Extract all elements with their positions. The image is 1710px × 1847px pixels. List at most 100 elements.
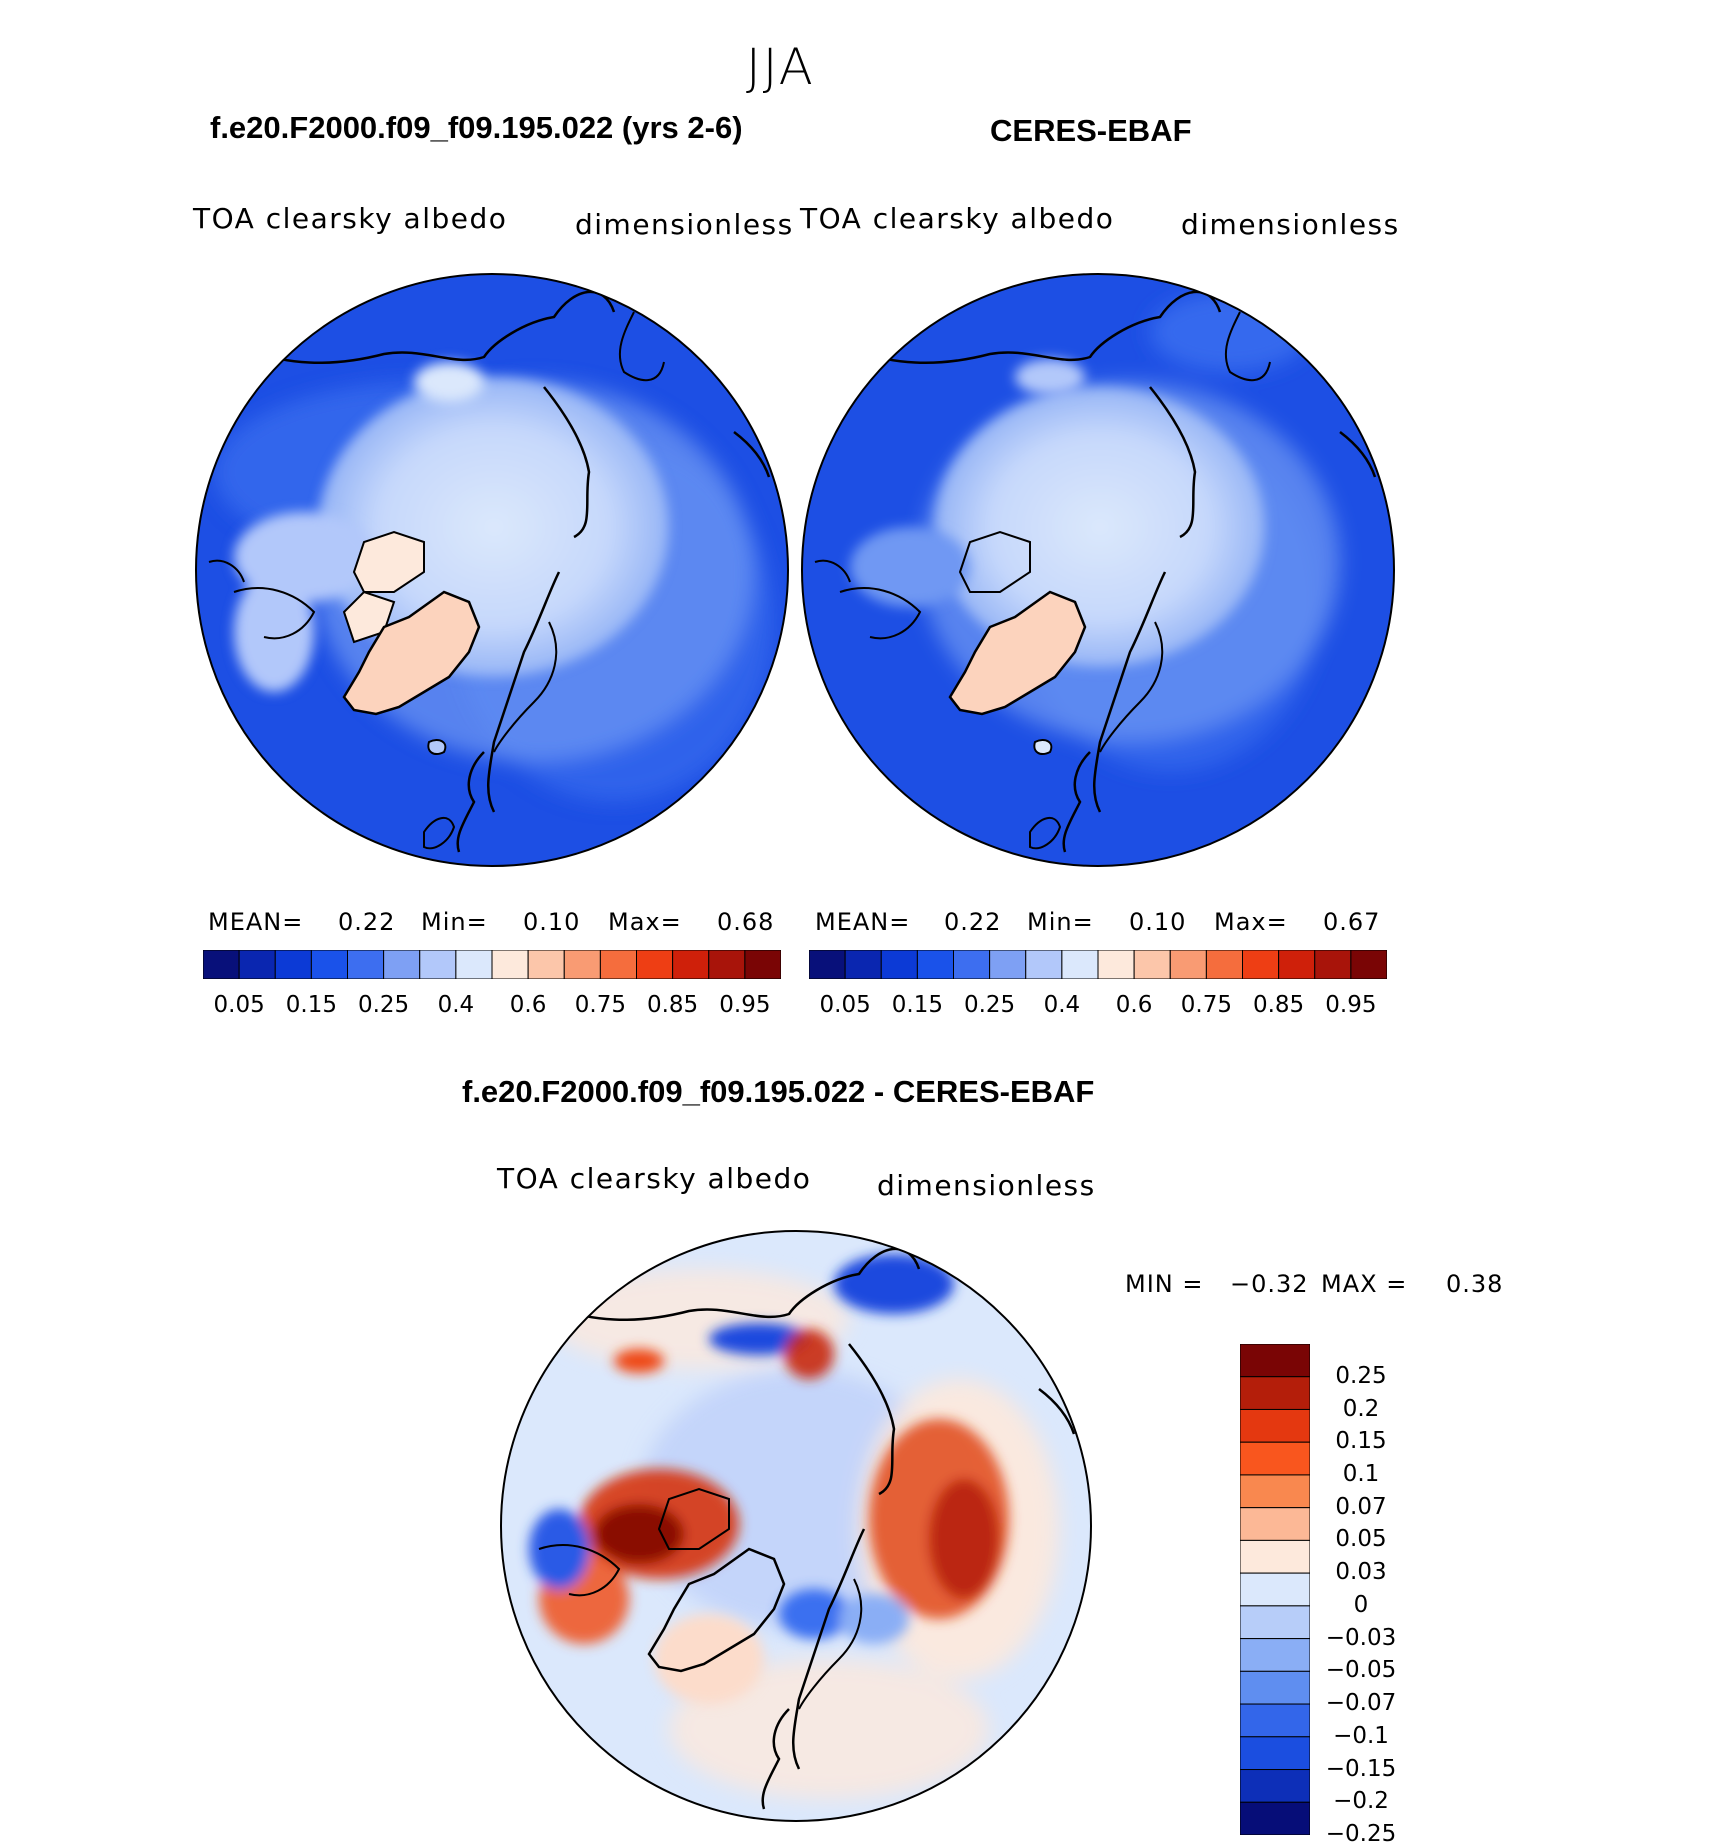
model-colorbar-swatch — [419, 949, 457, 980]
obs-colorbar-tick-label: 0.15 — [891, 992, 943, 1018]
diff-variable-label: TOA clearsky albedo — [497, 1162, 812, 1195]
diff-colorbar-label: −0.15 — [1325, 1755, 1397, 1782]
obs-colorbar-tick-label: 0.85 — [1252, 992, 1305, 1018]
diff-colorbar-swatch — [1239, 1605, 1311, 1640]
diff-colorbar-swatch — [1239, 1769, 1311, 1803]
obs-colorbar-swatch — [844, 949, 882, 980]
diff-colorbar-swatch — [1239, 1539, 1311, 1574]
diff-max-label: MAX = — [1321, 1270, 1408, 1298]
diff-colorbar-label: −0.07 — [1325, 1690, 1397, 1717]
obs-colorbar — [808, 949, 1388, 980]
diff-colorbar-label: 0.25 — [1335, 1362, 1387, 1389]
diff-colorbar-label: −0.03 — [1325, 1624, 1397, 1651]
obs-colorbar-swatch — [1242, 949, 1280, 980]
diff-panel-title: f.e20.F2000.f09_f09.195.022 - CERES-EBAF — [462, 1074, 1095, 1109]
diff-colorbar-label: −0.2 — [1333, 1788, 1389, 1815]
model-min-label: Min= — [421, 908, 488, 936]
obs-colorbar-tick-label: 0.4 — [1043, 992, 1081, 1018]
obs-mean-label: MEAN= — [815, 908, 911, 936]
diff-colorbar-swatch — [1239, 1507, 1311, 1541]
obs-colorbar-swatch — [1061, 949, 1099, 980]
diff-polar-map — [500, 1230, 1092, 1822]
model-colorbar-swatch — [599, 949, 638, 980]
diff-colorbar-label: −0.25 — [1325, 1821, 1397, 1847]
model-colorbar-swatch — [202, 949, 240, 980]
model-colorbar-swatch — [563, 949, 601, 980]
diff-colorbar-swatch — [1239, 1638, 1311, 1672]
model-max-value: 0.68 — [717, 908, 775, 936]
obs-colorbar-swatch — [1133, 949, 1171, 980]
model-land-outline — [208, 290, 771, 853]
model-panel-title: f.e20.F2000.f09_f09.195.022 (yrs 2-6) — [210, 110, 743, 145]
diff-min-value: −0.32 — [1230, 1270, 1309, 1298]
obs-colorbar-ticks: 0.05 0.15 0.25 0.4 0.6 0.75 0.85 0.95 — [809, 992, 1387, 1022]
obs-units-label: dimensionless — [1181, 208, 1400, 241]
obs-max-value: 0.67 — [1323, 908, 1381, 936]
obs-polar-map — [801, 273, 1395, 867]
model-colorbar-swatch — [491, 949, 529, 980]
model-colorbar-tick-label: 0.05 — [213, 992, 265, 1018]
obs-colorbar-swatch — [1169, 949, 1207, 980]
model-colorbar-swatch — [238, 949, 276, 980]
diff-colorbar-swatch — [1239, 1408, 1311, 1443]
diff-colorbar — [1239, 1343, 1311, 1836]
model-colorbar-tick-label: 0.95 — [719, 992, 771, 1018]
obs-max-label: Max= — [1214, 908, 1288, 936]
obs-colorbar-tick-label: 0.25 — [963, 992, 1016, 1018]
diff-colorbar-swatch — [1239, 1670, 1311, 1705]
obs-colorbar-swatch — [808, 949, 846, 980]
obs-colorbar-tick-label: 0.75 — [1180, 992, 1232, 1018]
diff-land-outline — [538, 1247, 1076, 1810]
diff-units-label: dimensionless — [877, 1169, 1096, 1202]
diff-colorbar-swatch — [1239, 1801, 1311, 1836]
model-colorbar-tick-label: 0.85 — [646, 992, 699, 1018]
diff-colorbar-labels: 0.25 0.2 0.15 0.1 0.07 0.05 0.03 0 −0.03 −0.05 −0.… — [1316, 1344, 1476, 1847]
obs-colorbar-swatch — [953, 949, 991, 980]
obs-colorbar-swatch — [1278, 949, 1316, 980]
obs-colorbar-swatch — [989, 949, 1027, 980]
model-colorbar-swatch — [455, 949, 493, 980]
model-units-label: dimensionless — [575, 208, 794, 241]
obs-colorbar-swatch — [1314, 949, 1352, 980]
model-colorbar-tick-label: 0.15 — [285, 992, 337, 1018]
obs-colorbar-tick-label: 0.05 — [819, 992, 871, 1018]
diff-colorbar-label: 0.05 — [1335, 1526, 1387, 1553]
diff-colorbar-swatch — [1239, 1376, 1311, 1410]
obs-colorbar-tick-label: 0.6 — [1115, 992, 1153, 1018]
model-colorbar-swatch — [310, 949, 349, 980]
obs-min-value: 0.10 — [1129, 908, 1187, 936]
model-mean-label: MEAN= — [208, 908, 304, 936]
model-colorbar-swatch — [744, 949, 782, 980]
diff-max-value: 0.38 — [1446, 1270, 1504, 1298]
model-colorbar-swatch — [672, 949, 710, 980]
diff-colorbar-swatch — [1239, 1572, 1311, 1607]
diff-colorbar-swatch — [1239, 1343, 1311, 1378]
obs-colorbar-swatch — [916, 949, 955, 980]
diff-colorbar-label: 0.03 — [1335, 1559, 1387, 1586]
model-colorbar-tick-label: 0.25 — [357, 992, 410, 1018]
model-colorbar-swatch — [708, 949, 746, 980]
obs-colorbar-swatch — [1205, 949, 1244, 980]
obs-min-label: Min= — [1027, 908, 1094, 936]
model-polar-map — [195, 273, 789, 867]
model-colorbar-swatch — [347, 949, 385, 980]
obs-colorbar-tick-label: 0.95 — [1325, 992, 1377, 1018]
obs-colorbar-swatch — [1097, 949, 1135, 980]
diff-colorbar-label: 0.1 — [1342, 1460, 1380, 1487]
diff-colorbar-label: 0.07 — [1335, 1493, 1387, 1520]
model-mean-value: 0.22 — [338, 908, 396, 936]
model-colorbar-tick-label: 0.4 — [437, 992, 475, 1018]
model-colorbar-tick-label: 0.6 — [509, 992, 547, 1018]
diff-colorbar-label: −0.05 — [1325, 1657, 1397, 1684]
obs-land-outline — [814, 290, 1377, 853]
season-title: JJA — [746, 38, 815, 96]
diff-colorbar-swatch — [1239, 1474, 1311, 1509]
diff-colorbar-label: 0.15 — [1335, 1428, 1387, 1455]
model-colorbar-swatch — [274, 949, 312, 980]
model-colorbar-swatch — [527, 949, 565, 980]
diff-colorbar-label: 0 — [1353, 1591, 1369, 1618]
diff-colorbar-swatch — [1239, 1703, 1311, 1738]
diff-colorbar-swatch — [1239, 1441, 1311, 1476]
diff-colorbar-swatch — [1239, 1736, 1311, 1771]
model-colorbar-tick-label: 0.75 — [574, 992, 626, 1018]
